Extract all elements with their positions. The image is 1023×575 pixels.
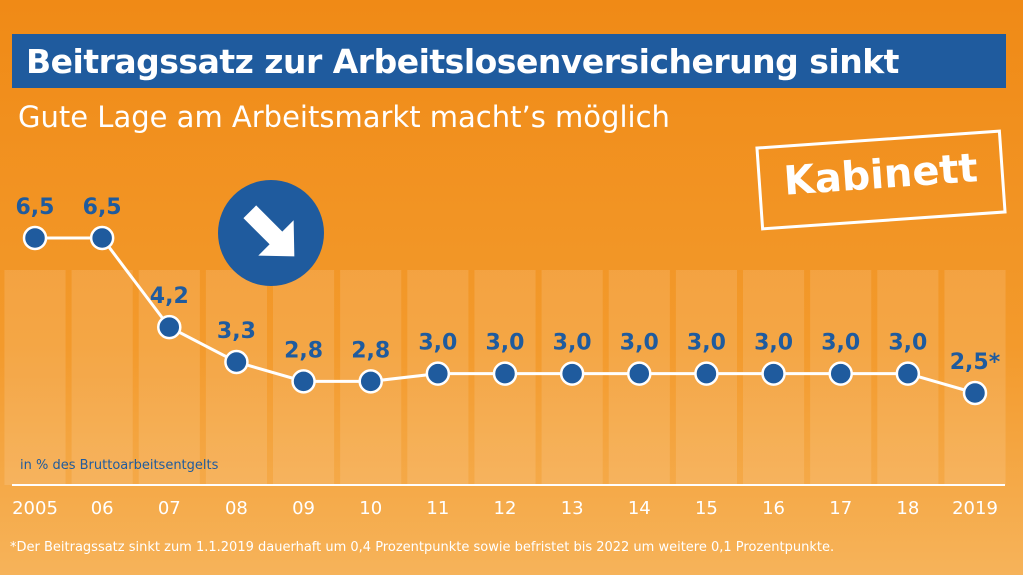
data-label: 3,3 [217,319,256,344]
data-point [425,361,451,386]
data-label: 2,8 [284,338,323,363]
data-label: 3,0 [687,331,726,356]
data-point [291,369,316,394]
data-point [694,361,719,386]
column-band [944,270,1006,485]
data-point [224,349,249,375]
column-band [71,270,133,485]
x-tick-label: 13 [561,498,584,519]
data-label: 3,0 [486,331,525,356]
data-point [761,361,786,386]
column-band [138,270,200,485]
data-point [89,225,115,251]
x-tick-label: 10 [359,498,382,519]
data-point [627,361,652,386]
x-tick-label: 07 [158,498,181,519]
data-label: 6,5 [83,195,122,220]
x-tick-label: 09 [292,498,315,519]
data-point [895,361,921,386]
data-point [559,361,585,386]
x-tick-label: 2019 [952,498,998,519]
data-label: 6,5 [16,195,55,220]
chart-subtitle: Gute Lage am Arbeitsmarkt macht’s möglic… [18,100,670,134]
unit-label: in % des Bruttoarbeitsentgelts [20,458,219,473]
data-label: 4,2 [150,284,189,309]
data-label: 3,0 [754,331,793,356]
data-point [962,380,988,406]
x-tick-label: 15 [695,498,718,519]
data-point [828,361,853,386]
data-label: 3,0 [553,331,592,356]
data-label: 3,0 [821,331,860,356]
data-label: 2,5* [950,350,1001,375]
data-point [492,361,518,386]
data-point [22,225,48,251]
x-tick-label: 14 [628,498,651,519]
data-point [358,369,383,394]
chart-title: Beitragssatz zur Arbeitslosenversicherun… [26,41,899,81]
x-tick-label: 12 [494,498,517,519]
data-label: 2,8 [351,338,390,363]
arrow-down-right-icon [218,180,324,286]
footnote: *Der Beitragssatz sinkt zum 1.1.2019 dau… [10,540,835,555]
column-band [205,270,267,485]
x-tick-label: 18 [896,498,919,519]
x-tick-label: 08 [225,498,248,519]
data-label: 3,0 [418,331,457,356]
title-bar: Beitragssatz zur Arbeitslosenversicherun… [12,34,1006,88]
data-label: 3,0 [620,331,659,356]
data-label: 3,0 [888,331,927,356]
column-band [4,270,66,485]
x-tick-label: 06 [91,498,114,519]
data-point [157,314,182,340]
x-tick-label: 2005 [12,498,58,519]
x-tick-label: 11 [426,498,449,519]
x-tick-label: 16 [762,498,785,519]
x-tick-label: 17 [829,498,852,519]
kabinett-stamp: Kabinett [755,129,1007,231]
